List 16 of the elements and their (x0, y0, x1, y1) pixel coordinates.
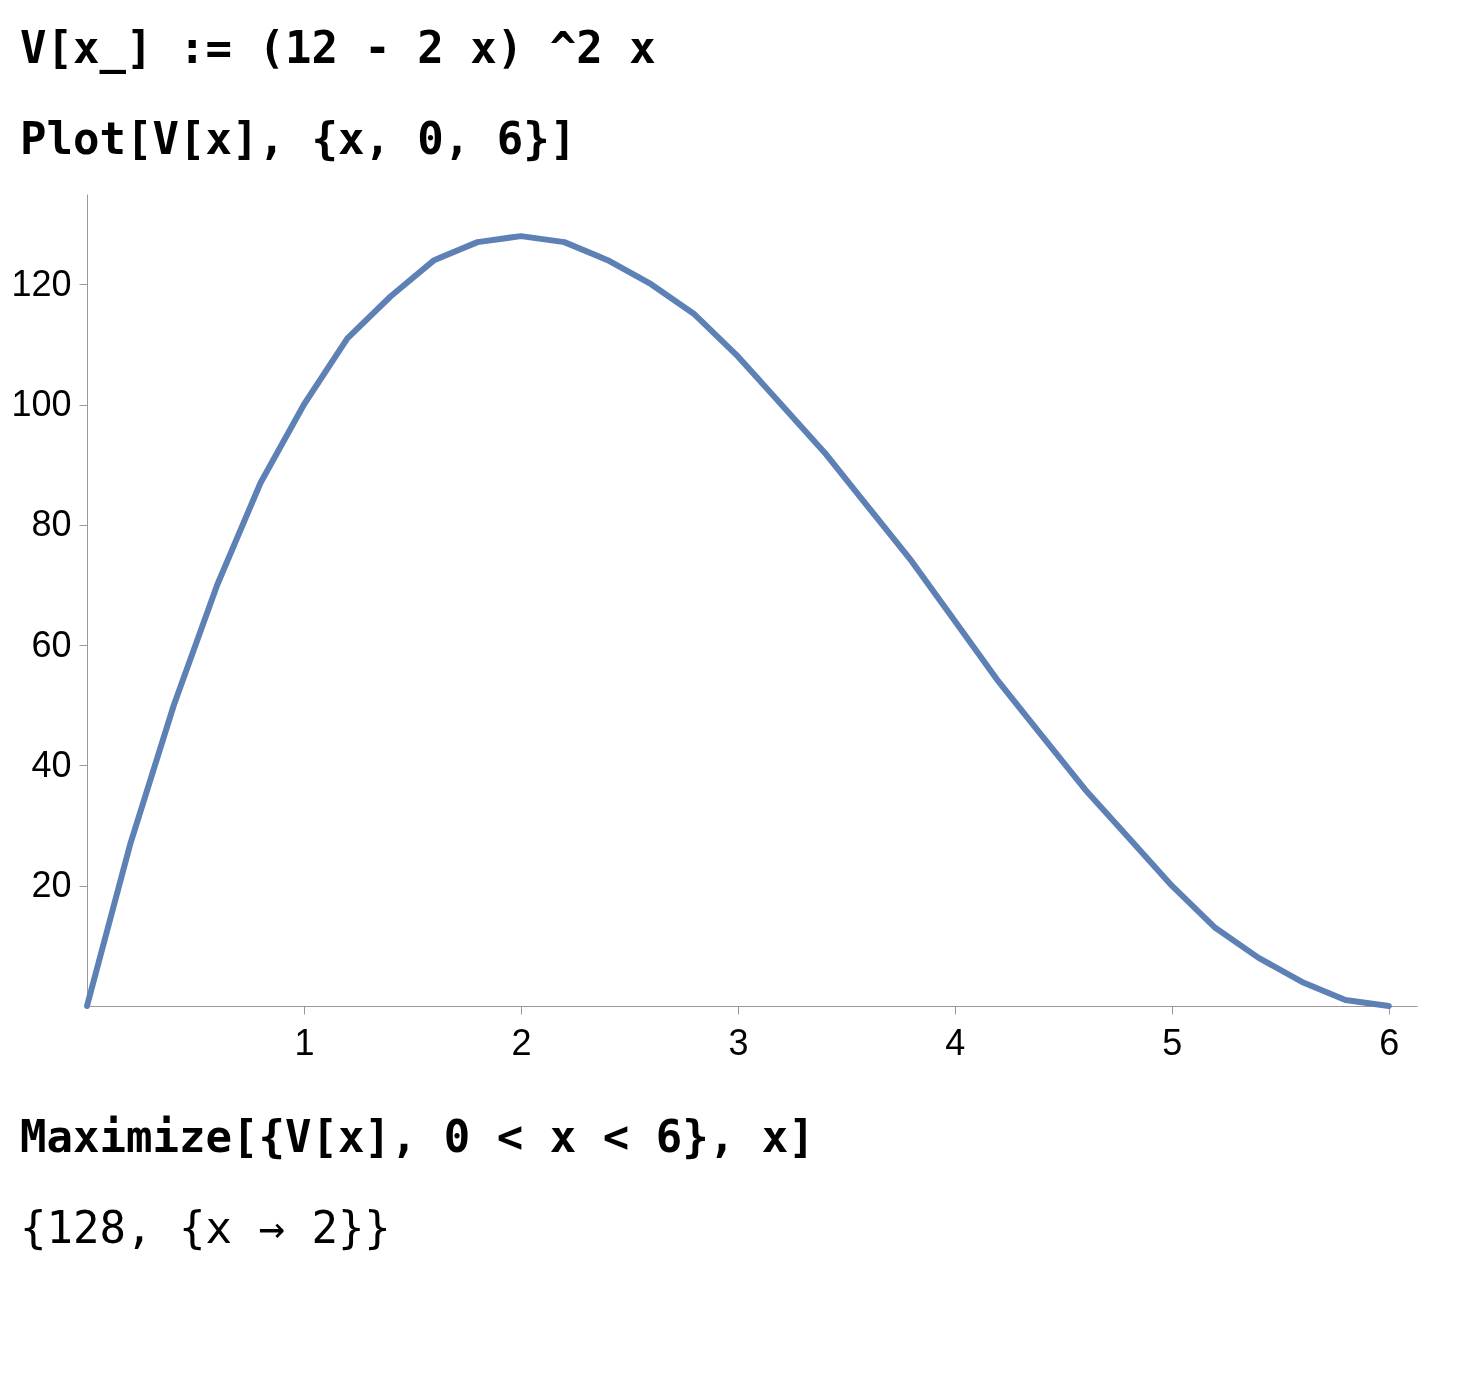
x-tick-label: 3 (728, 1021, 749, 1063)
chart-subtitle: Plot[V[x], {x, 0, 6}] (19, 112, 578, 164)
text: Maximize[{V[x], 0 < x < 6}, x] (19, 1111, 816, 1162)
y-tick-label: 80 (31, 503, 72, 545)
x-tick-label: 1 (294, 1021, 315, 1063)
y-tick-label: 20 (31, 864, 72, 906)
x-tick-label: 5 (1162, 1021, 1183, 1063)
y-tick-label: 100 (11, 383, 72, 425)
y-tick-label: 120 (11, 262, 72, 304)
x-tick-label: 6 (1379, 1021, 1400, 1063)
chart-title: V[x_] := (12 - 2 x) ^2 x (19, 21, 657, 73)
x-tick-label: 2 (511, 1021, 532, 1063)
text: {128, {x → 2}} (19, 1202, 392, 1253)
y-tick-label: 60 (31, 623, 72, 665)
x-tick-label: 4 (945, 1021, 966, 1063)
y-tick-label: 40 (31, 743, 72, 785)
